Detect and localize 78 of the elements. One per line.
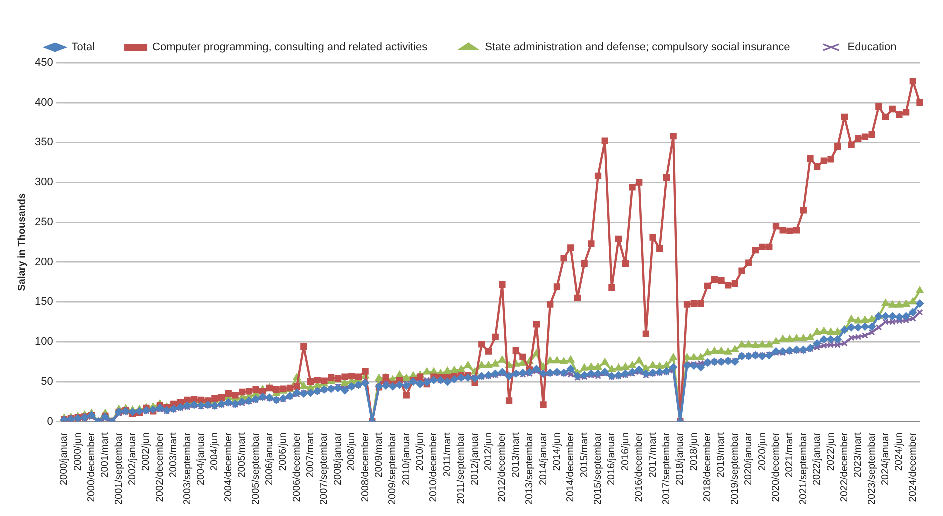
x-tick-label: 2002/december	[154, 432, 166, 502]
x-tick-label: 2014/jun	[552, 432, 563, 472]
x-tick-label: 2006/december	[292, 432, 303, 502]
x-tick-label: 2006/januar	[264, 432, 276, 486]
x-tick-label: 2019/mart	[716, 432, 728, 478]
x-tick-label: 2022/januar	[812, 432, 824, 486]
x-tick-label: 2013/mart	[510, 432, 522, 478]
x-tick-label: 2004/december	[223, 432, 234, 502]
x-tick-label: 2010/jun	[415, 432, 426, 472]
x-tick-label: 2015/septembar	[593, 432, 604, 506]
x-tick-label: 2020/jun	[757, 432, 768, 472]
x-tick-label: 2016/december	[634, 432, 646, 502]
x-tick-label: 2000/januar	[59, 432, 70, 486]
y-tick-label: 450	[34, 57, 54, 70]
legend-label: Computer programming, consulting and related activities	[152, 42, 428, 54]
x-tick-label: 2010/januar	[401, 432, 412, 486]
x-tick-label: 2015/mart	[579, 432, 590, 478]
legend-label: Education	[848, 42, 897, 54]
x-tick-label: 2011/septembar	[456, 432, 468, 504]
y-tick-label: 350	[34, 136, 54, 149]
x-tick-label: 2007/septembar	[319, 432, 330, 506]
x-tick-label: 2024/december	[908, 432, 919, 502]
x-tick-label: 2004/januar	[196, 432, 208, 486]
x-tick-label: 2023/mart	[853, 432, 864, 478]
x-tick-label: 2001/mart	[100, 432, 112, 478]
y-tick-label: 200	[34, 256, 54, 268]
y-tick-label: 100	[34, 336, 54, 348]
x-tick-label: 2002/januar	[128, 432, 139, 486]
x-tick-label: 2016/januar	[606, 432, 618, 486]
x-tick-label: 2008/januar	[332, 432, 344, 486]
x-tick-label: 2024/jun	[894, 432, 906, 472]
x-tick-label: 2001/septembar	[114, 432, 125, 506]
x-tick-label: 2022/december	[839, 432, 850, 502]
x-tick-label: 2023/septembar	[866, 432, 878, 506]
x-tick-label: 2012/december	[497, 432, 508, 502]
y-tick-label: 50	[41, 376, 54, 388]
x-tick-label: 2024/januar	[880, 432, 892, 486]
x-tick-label: 2005/septembar	[250, 432, 262, 506]
legend-label: State administration and defense; compulsory social insurance	[485, 42, 790, 54]
y-tick-label: 400	[34, 96, 54, 109]
x-tick-label: 2006/jun	[278, 432, 290, 472]
x-tick-label: 2008/jun	[346, 432, 358, 472]
x-tick-label: 2016/jun	[620, 432, 632, 472]
x-tick-label: 2009/mart	[374, 432, 385, 478]
x-tick-label: 2018/december	[702, 432, 714, 502]
x-tick-label: 2003/mart	[168, 432, 180, 478]
x-tick-label: 2021/mart	[784, 432, 796, 478]
y-tick-label: 150	[34, 296, 54, 308]
x-tick-label: 2010/december	[428, 432, 440, 502]
x-tick-label: 2005/mart	[237, 432, 248, 478]
x-tick-label: 2014/december	[566, 432, 577, 502]
x-tick-label: 2021/septembar	[798, 432, 810, 506]
y-tick-label: 300	[34, 176, 54, 189]
x-tick-label: 2000/december	[86, 432, 98, 502]
y-tick-label: 0	[47, 416, 54, 428]
x-tick-label: 2000/jun	[72, 432, 84, 472]
x-tick-label: 2019/septembar	[730, 432, 741, 506]
x-tick-label: 2009/septembar	[388, 432, 399, 506]
x-tick-label: 2020/januar	[744, 432, 755, 486]
x-tick-label: 2018/jun	[688, 432, 700, 472]
x-tick-label: 2012/jun	[484, 432, 495, 472]
x-tick-label: 2018/januar	[675, 432, 686, 486]
x-tick-label: 2002/jun	[141, 432, 152, 472]
x-tick-label: 2014/januar	[538, 432, 550, 486]
y-tick-label: 250	[34, 216, 54, 228]
x-tick-label: 2017/septembar	[661, 432, 672, 506]
legend-label: Total	[72, 42, 96, 54]
y-axis-title: Salary in Thousands	[16, 193, 28, 292]
x-tick-label: 2011/mart	[442, 432, 454, 478]
x-tick-label: 2008/december	[360, 432, 372, 502]
x-tick-label: 2020/december	[771, 432, 782, 502]
x-tick-label: 2004/jun	[210, 432, 221, 472]
x-tick-label: 2012/januar	[470, 432, 481, 486]
x-tick-label: 2003/septembar	[182, 432, 194, 506]
x-tick-label: 2013/septembar	[524, 432, 536, 506]
x-tick-label: 2007/mart	[306, 432, 317, 478]
x-tick-label: 2022/jun	[826, 432, 837, 472]
x-tick-label: 2017/mart	[648, 432, 659, 478]
